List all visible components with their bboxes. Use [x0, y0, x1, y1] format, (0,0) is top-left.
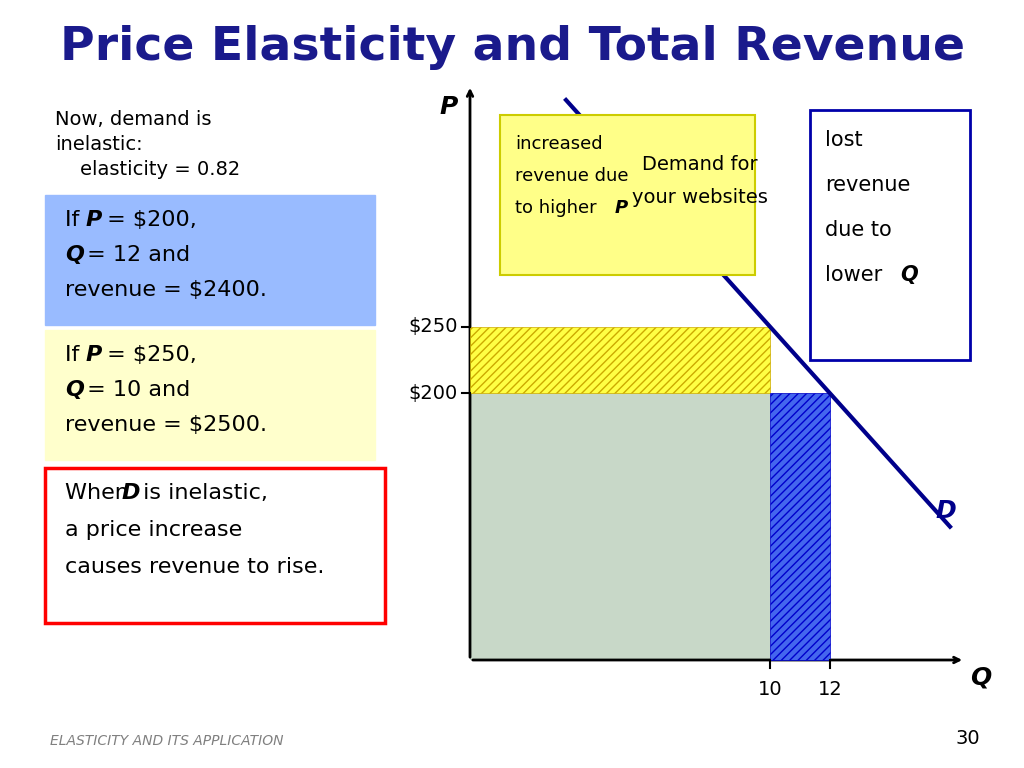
Text: revenue due: revenue due: [515, 167, 629, 185]
Text: Q: Q: [970, 665, 991, 689]
Text: causes revenue to rise.: causes revenue to rise.: [65, 557, 325, 577]
Text: inelastic:: inelastic:: [55, 135, 142, 154]
Text: Now, demand is: Now, demand is: [55, 110, 212, 129]
Text: P: P: [86, 345, 102, 365]
Text: P: P: [615, 199, 629, 217]
Text: increased: increased: [515, 135, 603, 153]
Text: revenue = $2400.: revenue = $2400.: [65, 280, 267, 300]
Text: P: P: [439, 95, 458, 119]
Text: = $250,: = $250,: [100, 345, 197, 365]
Text: If: If: [65, 345, 86, 365]
Text: Q: Q: [65, 380, 84, 400]
Text: lower: lower: [825, 265, 889, 285]
Text: ELASTICITY AND ITS APPLICATION: ELASTICITY AND ITS APPLICATION: [50, 734, 284, 748]
Text: lost: lost: [825, 130, 862, 150]
Text: $200: $200: [409, 384, 458, 403]
Bar: [810, 110, 970, 360]
Bar: [45, 330, 375, 460]
Text: = $200,: = $200,: [100, 210, 197, 230]
Text: 30: 30: [955, 729, 980, 748]
Text: Q: Q: [900, 265, 918, 285]
Text: revenue = $2500.: revenue = $2500.: [65, 415, 267, 435]
Bar: [45, 468, 385, 623]
Text: = 12 and: = 12 and: [80, 245, 190, 265]
Bar: [470, 393, 830, 660]
Text: a price increase: a price increase: [65, 520, 243, 540]
Text: to higher: to higher: [515, 199, 602, 217]
Text: Price Elasticity and Total Revenue: Price Elasticity and Total Revenue: [59, 25, 965, 71]
Text: $250: $250: [409, 317, 458, 336]
Text: revenue: revenue: [825, 175, 910, 195]
Bar: [770, 393, 830, 660]
Text: your websites: your websites: [632, 188, 768, 207]
Text: D: D: [935, 498, 955, 523]
Text: When: When: [65, 483, 136, 503]
Text: P: P: [86, 210, 102, 230]
Text: If: If: [65, 210, 86, 230]
Bar: [470, 326, 770, 393]
Text: D: D: [122, 483, 140, 503]
Text: Demand for: Demand for: [642, 155, 758, 174]
Text: 10: 10: [758, 680, 782, 699]
Text: elasticity = 0.82: elasticity = 0.82: [55, 160, 241, 179]
Bar: [45, 195, 375, 325]
Text: due to: due to: [825, 220, 892, 240]
Text: is inelastic,: is inelastic,: [136, 483, 268, 503]
Text: Q: Q: [65, 245, 84, 265]
Text: = 10 and: = 10 and: [80, 380, 190, 400]
Text: 12: 12: [817, 680, 843, 699]
Bar: [500, 115, 755, 275]
